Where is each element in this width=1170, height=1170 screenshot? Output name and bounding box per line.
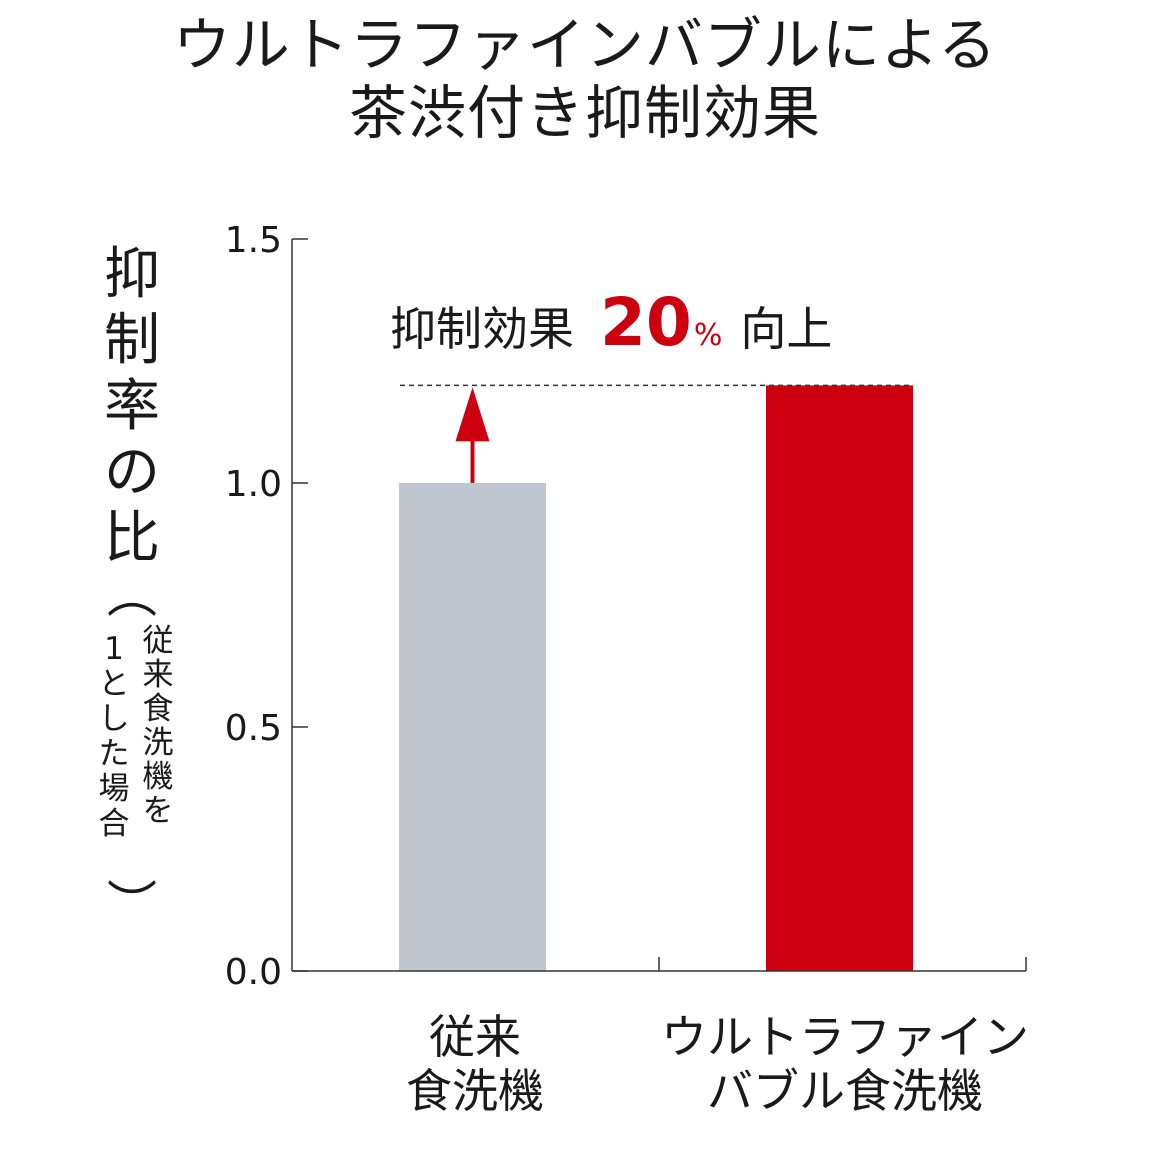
y-axis-label-char: の (104, 440, 160, 505)
category-label-conventional: 従来 食洗機 (355, 1010, 595, 1118)
category-label-line: ウルトラファイン (661, 1010, 1029, 1064)
y-axis-note-char: 機 (142, 759, 174, 795)
annotation-text-before: 抑制効果 (390, 302, 574, 356)
improvement-annotation: 抑制効果 20 % 向上 (390, 284, 832, 361)
y-axis-label: 抑 制 率 の 比 (98, 242, 166, 572)
y-axis-note-char: 合 (98, 806, 130, 842)
annotation-percent: % (693, 318, 723, 353)
y-axis-note-char: 洗 (142, 725, 174, 761)
bar-1 (766, 385, 913, 971)
category-label-line: 従来 (429, 1010, 521, 1064)
y-tick-label: 0.0 (225, 952, 282, 993)
y-axis-note-char: 場 (98, 771, 130, 807)
y-axis-label-char: 比 (104, 506, 160, 571)
y-axis-label-char: 抑 (104, 242, 160, 307)
y-axis-note-char: と (98, 666, 130, 702)
y-axis-label-paren-open: ︵ (107, 566, 157, 624)
y-axis-label-note-column-b: 1 と し た 場 合 (96, 632, 132, 842)
chart-title-line-2: 茶渋付き抑制効果 (348, 79, 821, 147)
y-axis-label-paren-close: ︶ (107, 876, 157, 934)
y-axis-label-note-column-a: 従 来 食 洗 機 を (140, 624, 176, 828)
y-tick-label: 0.5 (225, 708, 282, 749)
annotation-number: 20 (600, 284, 692, 361)
annotation-text-after: 向上 (740, 302, 833, 356)
y-tick-label: 1.5 (225, 220, 282, 261)
y-axis-note-char: 1 (104, 631, 124, 667)
bar-0 (399, 483, 546, 971)
y-axis-note-char: し (98, 701, 130, 737)
y-axis-label-char: 率 (104, 374, 160, 439)
category-label-line: 食洗機 (406, 1064, 544, 1118)
y-axis-note-char: 食 (142, 691, 174, 727)
y-axis-note-char: た (98, 736, 130, 772)
y-axis-label-char: 制 (104, 308, 160, 373)
y-axis-note-char: 従 (142, 623, 174, 659)
improvement-arrow-head (455, 387, 490, 442)
category-label-line: バブル食洗機 (707, 1064, 983, 1118)
chart-title-line-1: ウルトラファインバブルによる (172, 11, 998, 79)
y-axis-note-char: 来 (142, 657, 174, 693)
y-axis-note-char: を (142, 793, 174, 829)
y-tick-label: 1.0 (225, 464, 282, 505)
category-label-ufb: ウルトラファイン バブル食洗機 (620, 1010, 1070, 1118)
